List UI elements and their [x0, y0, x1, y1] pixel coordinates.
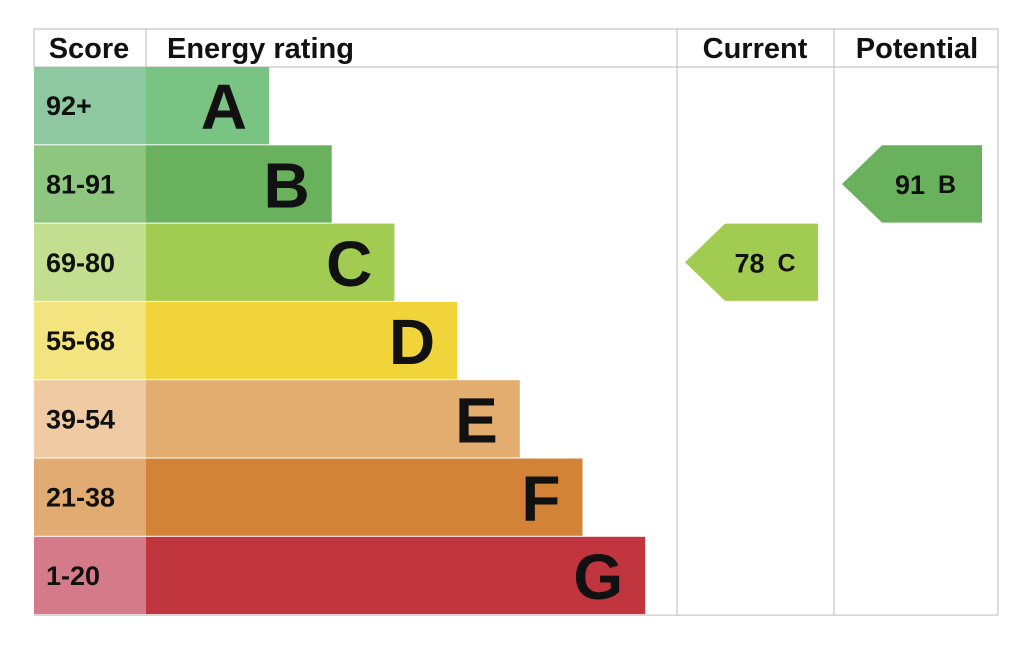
- score-cell-a: [34, 67, 146, 145]
- rating-letter-d: D: [389, 306, 435, 378]
- score-label-a: 92+: [46, 91, 92, 121]
- rating-bar-g: [146, 536, 646, 615]
- score-cell-c: [34, 223, 146, 301]
- score-label-b: 81-91: [46, 169, 115, 199]
- potential-score-value: 91: [895, 170, 925, 200]
- current-score-value: 78: [734, 248, 764, 278]
- score-cell-g: [34, 536, 146, 615]
- rating-letter-b: B: [263, 149, 309, 221]
- current-pointer: [685, 223, 818, 301]
- rating-pointers: 78 C 91 B: [685, 145, 982, 301]
- score-cell-e: [34, 380, 146, 458]
- current-header: Current: [703, 33, 808, 65]
- rating-bar-f: [146, 458, 583, 536]
- score-label-d: 55-68: [46, 326, 115, 356]
- score-cell-f: [34, 458, 146, 536]
- rating-bar-d: [146, 301, 458, 380]
- current-band-letter: C: [778, 249, 796, 277]
- score-cell-d: [34, 301, 146, 380]
- rating-letter-a: A: [201, 71, 247, 143]
- score-label-e: 39-54: [46, 404, 115, 434]
- rating-bar-e: [146, 380, 520, 458]
- rating-letter-g: G: [573, 541, 623, 613]
- rating-letter-c: C: [326, 228, 372, 300]
- column-headers: Score Energy rating Current Potential: [49, 33, 979, 65]
- rating-bands: 92+ A 81-91 B 69-80 C 55-68 D 39-54 E 21-38 F 1-20 G: [34, 67, 646, 615]
- score-label-f: 21-38: [46, 483, 115, 513]
- score-label-c: 69-80: [46, 248, 115, 278]
- potential-pointer: [842, 145, 982, 223]
- rating-letter-e: E: [455, 384, 498, 456]
- potential-band-letter: B: [938, 171, 956, 199]
- score-header: Score: [49, 33, 130, 65]
- rating-bar-a: [146, 67, 269, 145]
- rating-bar-c: [146, 223, 395, 301]
- potential-header: Potential: [856, 33, 978, 65]
- rating-bar-b: [146, 145, 332, 223]
- score-cell-b: [34, 145, 146, 223]
- rating-letter-f: F: [521, 463, 560, 535]
- score-label-g: 1-20: [46, 561, 100, 591]
- energy-rating-header: Energy rating: [167, 33, 354, 65]
